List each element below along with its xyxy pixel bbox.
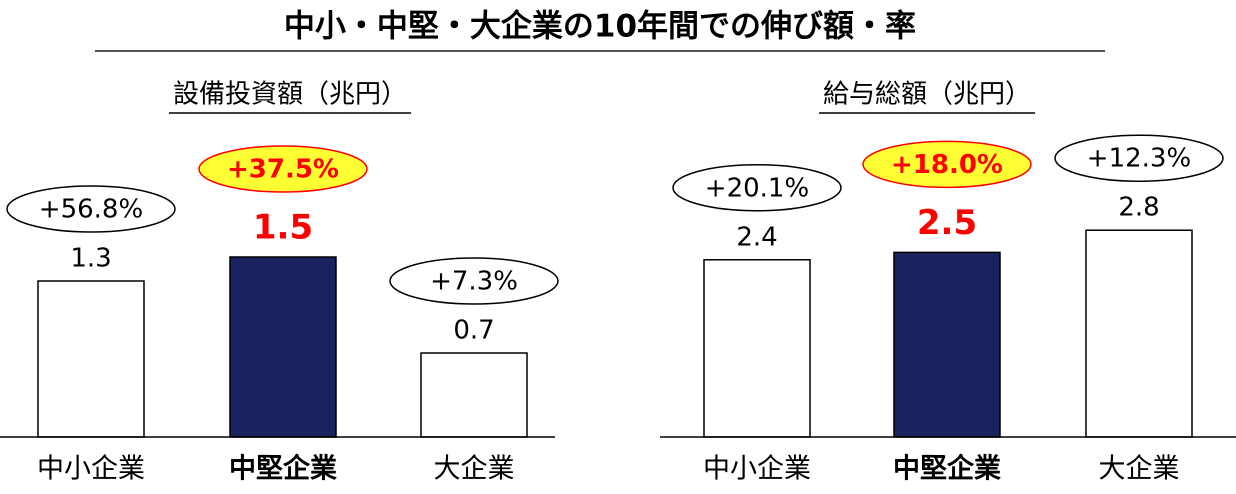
growth-label: +56.8% [39, 195, 143, 225]
growth-label: +12.3% [1087, 144, 1191, 174]
value-label: 2.8 [1118, 193, 1159, 223]
growth-label: +20.1% [705, 173, 809, 203]
x-tick-label: 中小企業 [37, 454, 145, 485]
value-label: 0.7 [453, 316, 494, 346]
x-tick-label: 中堅企業 [893, 453, 1001, 485]
value-label: 1.5 [253, 208, 313, 248]
growth-bubble [389, 257, 559, 305]
growth-bubble [6, 185, 176, 233]
bar [703, 259, 811, 438]
bar [37, 280, 145, 438]
growth-label: +18.0% [891, 150, 1003, 180]
growth-label: +37.5% [227, 155, 339, 185]
bar [1085, 229, 1193, 438]
value-label: 1.3 [70, 244, 111, 274]
x-tick-label: 中小企業 [703, 454, 811, 485]
x-tick-label: 大企業 [1099, 454, 1180, 485]
chart-subtitle: 給与総額（兆円） [823, 80, 1031, 110]
x-tick-label: 中堅企業 [229, 453, 337, 485]
growth-bubble [198, 145, 368, 193]
bar [229, 256, 337, 438]
value-label: 2.4 [736, 222, 777, 252]
growth-label: +7.3% [430, 267, 518, 297]
growth-bubble [1054, 134, 1224, 182]
value-label: 2.5 [917, 203, 977, 243]
x-tick-label: 大企業 [434, 454, 515, 485]
main-title: 中小・中堅・大企業の10年間での伸び額・率 [284, 9, 916, 45]
bar [420, 352, 528, 438]
chart-subtitle: 設備投資額（兆円） [173, 80, 407, 110]
growth-bubble [672, 164, 842, 212]
bar [893, 251, 1001, 438]
growth-bubble [862, 140, 1032, 189]
